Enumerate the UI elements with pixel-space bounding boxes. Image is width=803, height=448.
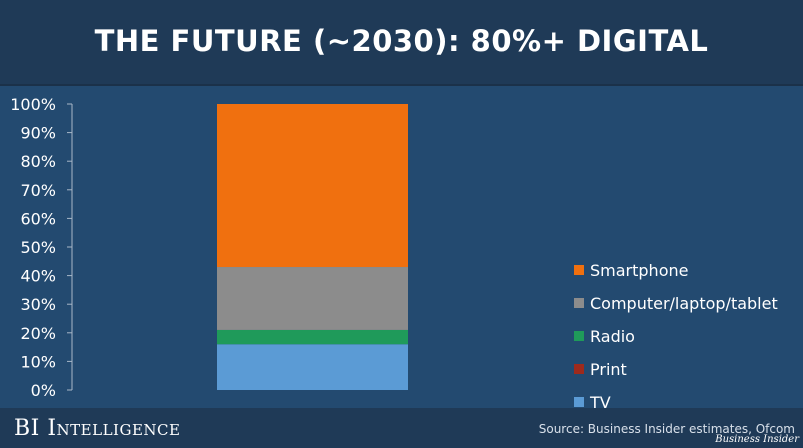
y-tick-label: 50% (20, 238, 56, 257)
y-tick-label: 60% (20, 209, 56, 228)
y-tick-label: 30% (20, 295, 56, 314)
bar-segment-radio (217, 329, 408, 345)
legend-label: Radio (590, 326, 635, 346)
footer-bar: BI Intelligence Source: Business Insider… (0, 408, 803, 448)
legend-label: Computer/laptop/tablet (590, 293, 778, 313)
y-tick-label: 20% (20, 324, 56, 343)
business-insider-watermark: Business Insider (715, 434, 799, 445)
legend-swatch (574, 298, 584, 308)
legend-item: Radio (574, 324, 635, 348)
y-tick-label: 100% (10, 95, 56, 114)
legend-label: Print (590, 359, 627, 379)
legend-item: Print (574, 357, 627, 381)
y-tick-label: 70% (20, 181, 56, 200)
y-tick-label: 0% (31, 381, 56, 400)
legend-item: Smartphone (574, 258, 688, 282)
y-tick-label: 10% (20, 352, 56, 371)
legend-swatch (574, 397, 584, 407)
legend-swatch (574, 265, 584, 275)
legend-swatch (574, 364, 584, 374)
legend-item: TV (574, 390, 611, 414)
y-tick-label: 80% (20, 152, 56, 171)
bi-intelligence-logo: BI Intelligence (14, 416, 181, 441)
legend-label: TV (590, 392, 611, 412)
header-bar: THE FUTURE (~2030): 80%+ DIGITAL (0, 0, 803, 86)
stacked-bar-chart: 0% 10% 20% 30% 40% 50% 60% 70% 80% 90% 100% (10, 95, 408, 400)
legend-label: Smartphone (590, 260, 689, 280)
bar-segment-computer-laptop-tablet (217, 267, 408, 330)
legend-swatch (574, 331, 584, 341)
y-tick-label: 40% (20, 267, 56, 286)
chart-area: 0% 10% 20% 30% 40% 50% 60% 70% 80% 90% 100% Smartp… (0, 86, 803, 412)
legend-item: Computer/laptop/tablet (574, 291, 778, 315)
bar-segment-tv (217, 344, 408, 390)
chart-title: THE FUTURE (~2030): 80%+ DIGITAL (94, 24, 709, 58)
source-note: Source: Business Insider estimates, Ofco… (538, 422, 795, 436)
bar-segment-smartphone (217, 104, 408, 268)
y-tick-label: 90% (20, 124, 56, 143)
